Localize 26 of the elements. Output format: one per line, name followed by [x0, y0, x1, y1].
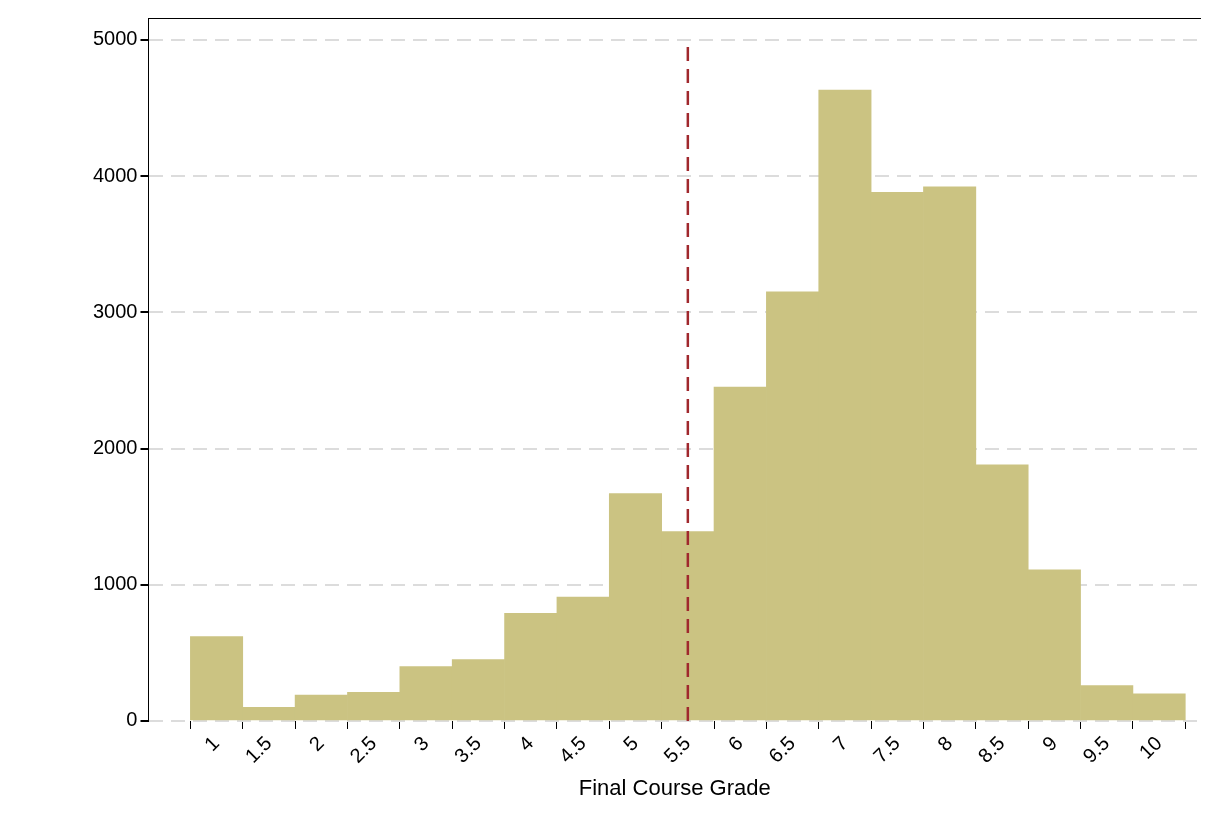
x-tick-label: 5	[618, 731, 643, 756]
x-tick-label: 7	[828, 731, 852, 756]
x-axis-title: Final Course Grade	[578, 774, 771, 800]
x-tick-label: 9.5	[1078, 731, 1114, 767]
y-tick-label: 1000	[92, 572, 138, 595]
y-tick-label: 2000	[92, 436, 138, 459]
x-tick-label: 2	[304, 731, 329, 756]
y-tick-label: 0	[126, 708, 138, 731]
x-tick-label: 6.5	[764, 731, 800, 767]
x-tick-label: 3	[409, 731, 433, 756]
y-tick-label: 4000	[92, 163, 138, 186]
x-tick-label: 5.5	[659, 731, 695, 767]
x-tick-label: 7.5	[868, 731, 905, 767]
x-tick-label: 1.5	[240, 731, 276, 767]
x-tick-label: 8	[932, 731, 957, 756]
x-tick-label: 8.5	[973, 731, 1009, 767]
x-tick-label: 1	[199, 731, 224, 756]
y-tick-label: 3000	[92, 299, 138, 322]
x-tick-label: 6	[723, 731, 747, 756]
x-tick-label: 4	[514, 731, 538, 756]
x-tick-label: 2.5	[345, 731, 381, 767]
x-tick-label: 4.5	[554, 731, 590, 767]
x-tick-label: 3.5	[449, 731, 486, 767]
y-tick-label: 5000	[92, 27, 138, 50]
x-tick-label: 9	[1037, 731, 1062, 756]
x-tick-label: 10	[1134, 731, 1166, 763]
